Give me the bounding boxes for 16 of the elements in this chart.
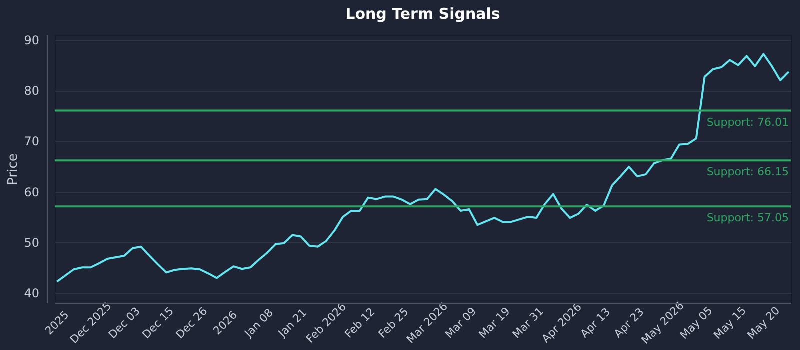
y-tick-label: 50	[24, 236, 40, 250]
y-axis-title: Price	[6, 154, 22, 186]
x-tick-label: Mar 19	[476, 305, 513, 342]
y-tick-label: 80	[24, 84, 40, 98]
y-tick-label: 90	[24, 34, 40, 48]
ref-line-label: Support: 57.05	[706, 212, 789, 225]
x-tick-label: Dec 15	[140, 304, 176, 342]
y-tick-label: 70	[24, 134, 40, 149]
y-tick-label: 40	[24, 286, 40, 300]
x-tick-label: Jan 08	[242, 306, 276, 341]
y-tick-label: 60	[24, 185, 40, 200]
line-series	[56, 53, 790, 283]
chart-title: Long Term Signals	[346, 5, 500, 24]
ref-line-label: Support: 76.01	[706, 116, 789, 129]
ref-line-label: Support: 66.15	[706, 166, 789, 179]
x-tick-label: Dec 26	[174, 304, 210, 342]
